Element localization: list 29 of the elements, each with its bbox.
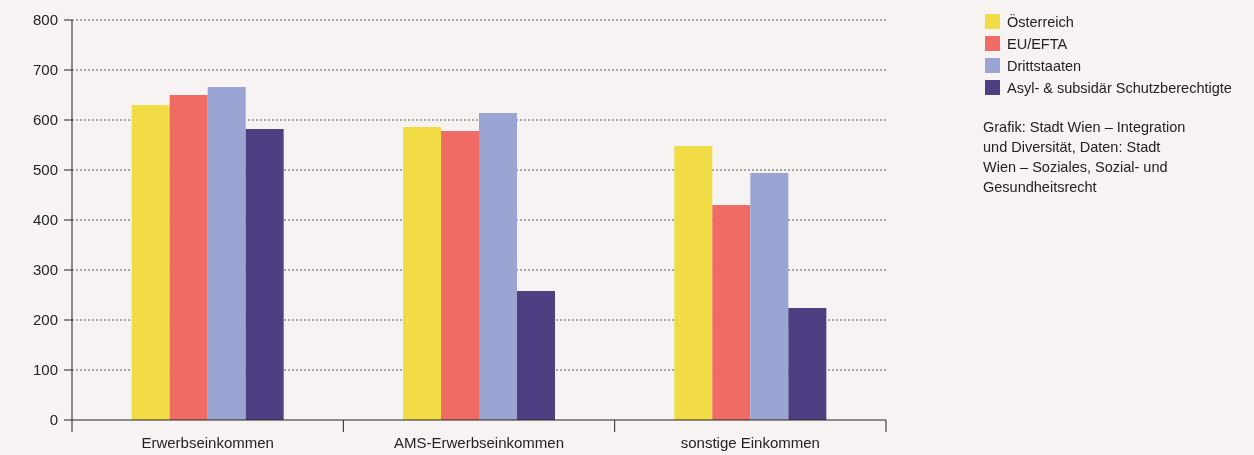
- y-tick-label: 300: [32, 261, 58, 279]
- legend-label: Asyl- & subsidär Schutzberechtigte: [1007, 79, 1232, 96]
- y-tick-label: 100: [32, 361, 58, 379]
- y-tick-label: 800: [32, 11, 58, 29]
- text: Grafik: Stadt Wien – Integration und Diversität, Daten: Stadt Wien – Soziales, Sozial- und Gesundheitsrecht: [983, 119, 1186, 195]
- x-tick-label: Erwerbseinkommen: [141, 434, 274, 451]
- y-tick-label: 600: [32, 111, 58, 129]
- y-tick-label: 0: [49, 411, 58, 429]
- bar: [207, 87, 246, 420]
- legend-label: EU/EFTA: [1007, 35, 1068, 52]
- bar: [479, 113, 517, 420]
- y-tick-label: 500: [32, 161, 58, 179]
- bar: [712, 205, 751, 420]
- bar: [441, 131, 479, 420]
- bar: [750, 173, 789, 420]
- bar: [517, 291, 555, 420]
- bar: [788, 308, 827, 420]
- legend-label: Drittstaaten: [1007, 57, 1082, 74]
- y-tick-label: 700: [32, 61, 58, 79]
- x-tick-label: AMS-Erwerbseinkommen: [393, 434, 565, 451]
- bar: [131, 105, 170, 420]
- x-tick-label: sonstige Einkommen: [680, 434, 820, 451]
- bar: [245, 129, 284, 420]
- y-tick-label: 200: [32, 311, 58, 329]
- bar: [674, 146, 713, 420]
- legend-label: Österreich: [1007, 12, 1074, 30]
- bar: [169, 95, 208, 420]
- y-tick-label: 400: [32, 211, 58, 229]
- bar: [403, 127, 441, 420]
